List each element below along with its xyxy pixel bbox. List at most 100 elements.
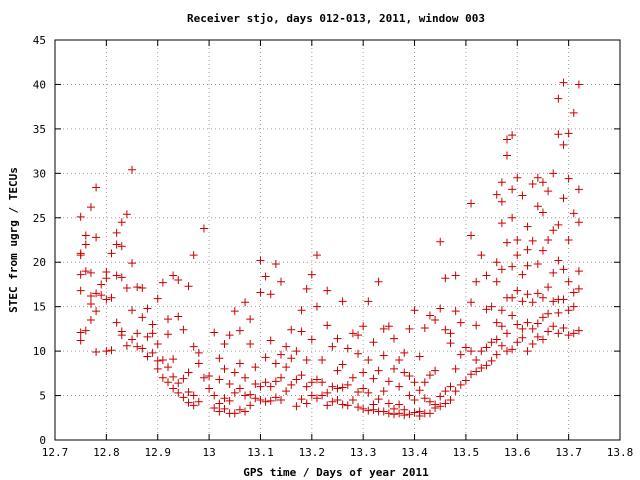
data-point-plus: [564, 331, 573, 340]
data-point-plus: [425, 409, 434, 418]
data-point-plus: [271, 393, 280, 402]
data-point-plus: [179, 374, 188, 383]
data-point-plus: [456, 318, 465, 327]
data-point-plus: [384, 377, 393, 386]
data-point-plus: [544, 309, 553, 318]
data-point-plus: [169, 384, 178, 393]
data-point-plus: [410, 378, 419, 387]
x-tick-label: 12.7: [42, 446, 69, 459]
plot-frame: [54, 39, 621, 441]
data-point-plus: [199, 224, 208, 233]
data-point-plus: [390, 404, 398, 413]
data-point-plus: [282, 363, 291, 372]
data-point-plus: [472, 321, 481, 330]
data-point-plus: [261, 378, 270, 387]
data-point-plus: [574, 326, 583, 335]
data-point-plus: [410, 408, 419, 417]
x-tick-label: 12.9: [144, 446, 171, 459]
data-point-plus: [528, 180, 537, 188]
data-point-plus: [184, 388, 193, 396]
data-point-plus: [312, 394, 321, 403]
data-point-plus: [174, 379, 183, 388]
data-point-plus: [241, 407, 250, 416]
y-tick-label: 10: [33, 345, 46, 358]
data-point-plus: [395, 356, 404, 364]
data-point-plus: [503, 329, 511, 338]
data-point-plus: [102, 295, 111, 304]
data-point-plus: [251, 394, 260, 403]
data-point-plus: [533, 260, 542, 268]
data-point-plus: [333, 396, 342, 404]
data-point-plus: [384, 322, 393, 331]
data-point-plus: [225, 396, 234, 405]
data-point-plus: [451, 364, 460, 373]
data-point-plus: [405, 391, 414, 400]
data-point-plus: [503, 347, 511, 356]
data-point-plus: [261, 397, 270, 406]
data-point-plus: [431, 400, 440, 409]
data-point-plus: [487, 338, 496, 347]
data-point-plus: [415, 352, 424, 361]
x-tick-label: 13.5: [453, 446, 480, 459]
data-point-plus: [508, 345, 517, 354]
data-point-plus: [559, 78, 568, 87]
data-point-plus: [482, 271, 491, 280]
y-tick-label: 0: [39, 434, 46, 447]
x-tick-label: 13.6: [504, 446, 531, 459]
data-point-plus: [323, 321, 332, 330]
data-point-plus: [158, 356, 167, 364]
data-point-plus: [431, 316, 440, 324]
data-point-plus: [117, 327, 126, 336]
data-point-plus: [523, 261, 532, 270]
data-point-plus: [97, 291, 106, 300]
data-point-plus: [117, 273, 126, 282]
data-point-plus: [76, 249, 85, 258]
data-point-plus: [76, 286, 85, 295]
data-point-plus: [235, 359, 244, 368]
data-point-plus: [153, 356, 162, 365]
data-point-plus: [461, 343, 470, 352]
data-point-plus: [405, 372, 414, 380]
data-point-plus: [518, 297, 527, 306]
data-point-plus: [492, 318, 501, 327]
data-point-plus: [477, 347, 486, 356]
data-point-plus: [312, 251, 321, 260]
data-point-plus: [497, 178, 506, 187]
data-point-plus: [503, 238, 511, 247]
data-point-plus: [410, 396, 419, 404]
data-point-plus: [266, 382, 275, 391]
data-point-plus: [174, 388, 183, 397]
data-point-plus: [312, 302, 321, 311]
data-point-plus: [133, 329, 142, 338]
data-point-plus: [518, 191, 527, 200]
y-tick-label: 45: [33, 34, 46, 47]
x-tick-label: 13.4: [401, 446, 428, 459]
data-point-plus: [497, 197, 506, 206]
data-point-plus: [225, 331, 234, 340]
data-point-plus: [107, 346, 116, 355]
data-point-plus: [554, 130, 563, 139]
x-tick-label: 13.3: [350, 446, 377, 459]
data-point-plus: [122, 284, 131, 292]
data-point-plus: [271, 377, 280, 386]
data-point-plus: [472, 277, 481, 286]
data-point-plus: [302, 382, 311, 391]
data-point-plus: [523, 347, 532, 356]
data-point-plus: [271, 260, 280, 268]
data-point-plus: [225, 380, 234, 388]
data-point-plus: [523, 318, 532, 327]
data-point-plus: [441, 325, 450, 334]
data-point-plus: [415, 407, 424, 416]
data-point-plus: [369, 400, 378, 409]
data-point-plus: [564, 306, 573, 315]
data-point-plus: [297, 395, 306, 404]
data-point-plus: [564, 129, 573, 138]
data-point-plus: [492, 258, 501, 267]
data-point-plus: [81, 326, 90, 335]
data-point-plus: [282, 342, 291, 351]
data-point-plus: [86, 316, 95, 324]
data-point-plus: [282, 387, 291, 396]
data-points: [76, 78, 583, 420]
data-point-plus: [302, 284, 311, 293]
data-point-plus: [400, 405, 409, 414]
